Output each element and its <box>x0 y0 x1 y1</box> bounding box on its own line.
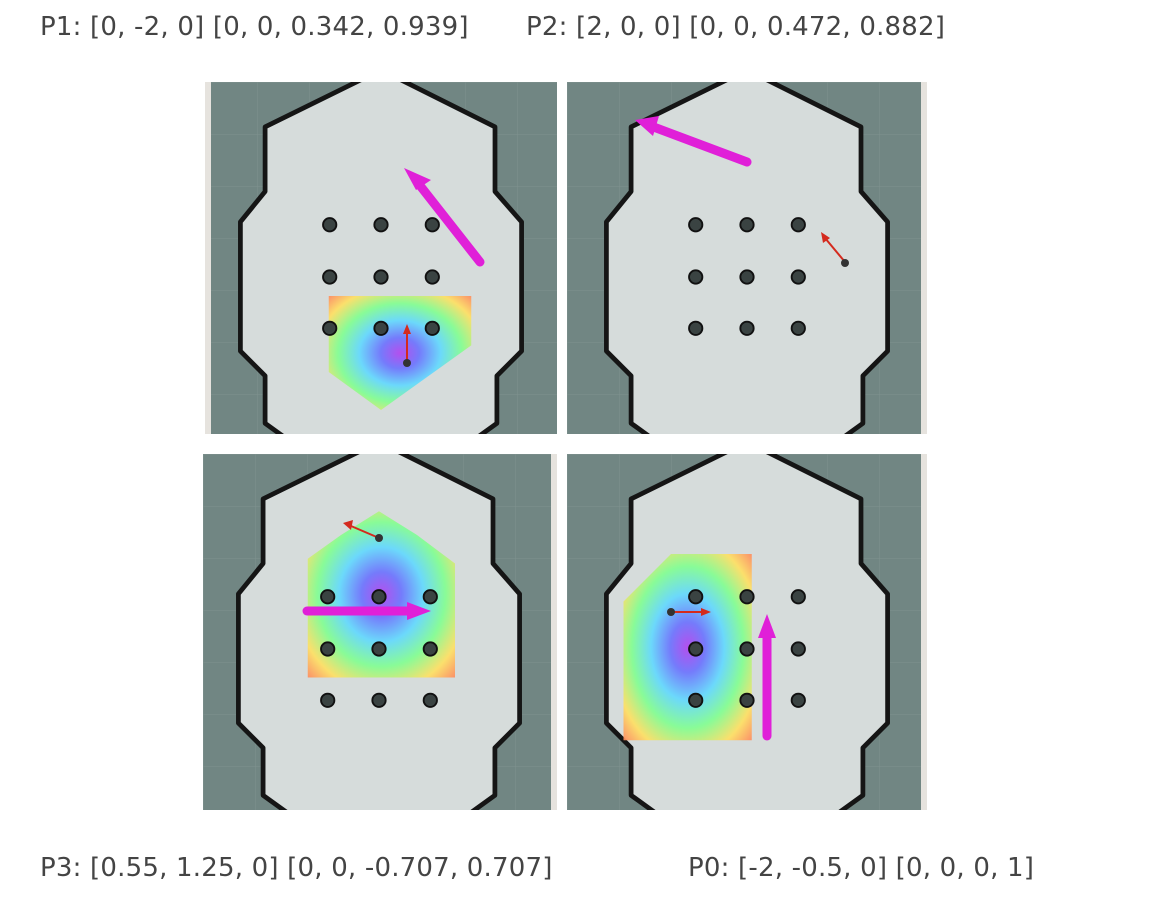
goal-arrow-p0 <box>758 614 776 741</box>
map-panel-p2[interactable] <box>567 82 927 434</box>
pose-arrow-p1 <box>403 324 411 367</box>
caption-p0: P0: [-2, -0.5, 0] [0, 0, 0, 1] <box>688 853 1035 883</box>
caption-p3: P3: [0.55, 1.25, 0] [0, 0, -0.707, 0.707… <box>40 853 553 883</box>
map-panel-p0[interactable] <box>567 454 927 810</box>
map-view-p2 <box>567 82 927 434</box>
map-view-p0 <box>567 454 927 810</box>
map-panel-p1[interactable] <box>205 82 557 434</box>
pose-arrow-p3 <box>343 520 383 542</box>
pose-arrow-p2 <box>821 232 849 267</box>
caption-p2: P2: [2, 0, 0] [0, 0, 0.472, 0.882] <box>526 12 946 42</box>
goal-arrow-p1 <box>404 168 485 267</box>
caption-p1: P1: [0, -2, 0] [0, 0, 0.342, 0.939] <box>40 12 469 42</box>
map-panel-p3[interactable] <box>203 454 557 810</box>
costmap-p0 <box>623 554 752 741</box>
goal-arrow-p2 <box>635 116 752 167</box>
goal-arrow-p3 <box>302 602 431 620</box>
map-view-p3 <box>203 454 557 810</box>
map-view-p1 <box>205 82 557 434</box>
pose-arrow-p0 <box>667 608 711 616</box>
